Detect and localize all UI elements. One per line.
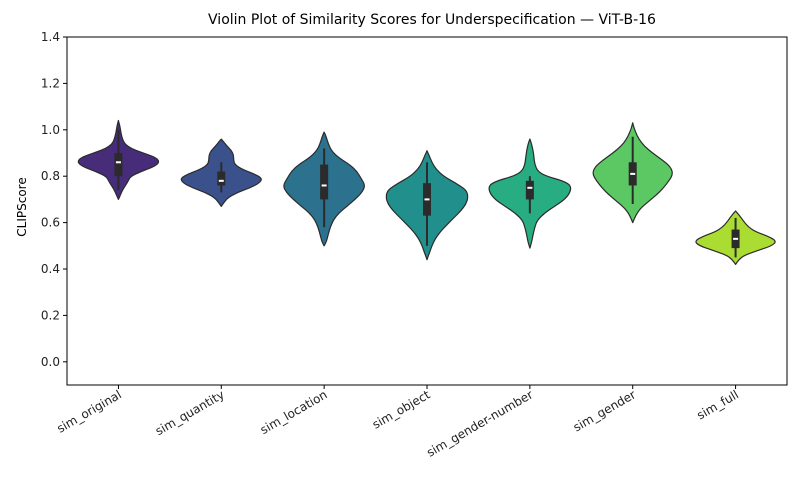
y-tick-label: 1.4 [41, 30, 60, 44]
y-tick-label: 1.2 [41, 76, 60, 90]
violin-iqr-box [320, 164, 329, 200]
y-tick-label: 0.4 [41, 262, 60, 276]
y-tick-label: 0.2 [41, 308, 60, 322]
chart-title: Violin Plot of Similarity Scores for Und… [208, 12, 656, 28]
y-tick-label: 0.0 [41, 355, 60, 369]
y-tick-label: 0.8 [41, 169, 60, 183]
y-tick-label: 0.6 [41, 216, 60, 230]
violin-iqr-box [217, 171, 226, 186]
violin-iqr-box [525, 180, 534, 200]
violin-iqr-box [114, 153, 123, 177]
plot-frame [66, 36, 788, 386]
y-axis-label: CLIPScore [15, 177, 29, 236]
y-tick-label: 1.0 [41, 123, 60, 137]
